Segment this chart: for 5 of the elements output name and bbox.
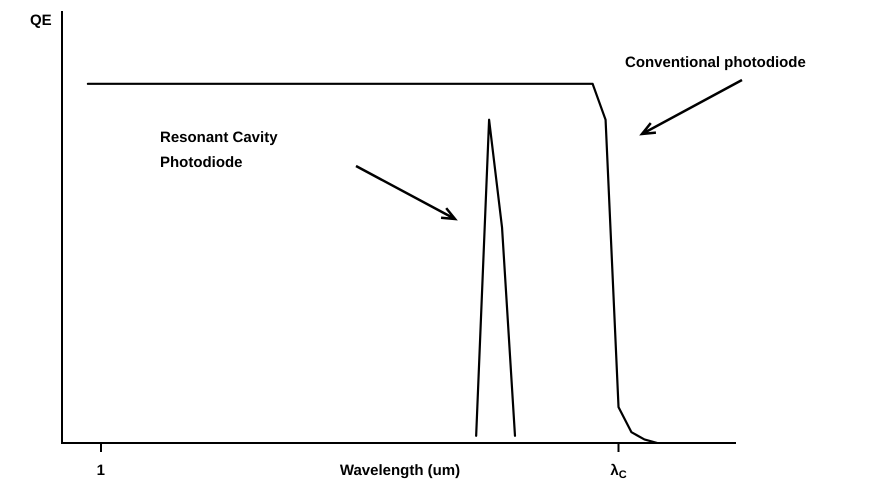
y-axis-title: QE <box>30 11 52 31</box>
text: Conventional photodiode <box>625 53 806 73</box>
x-axis-title: Wavelength (um) <box>340 461 460 481</box>
annotation: Resonant Cavity Photodiode <box>160 128 278 173</box>
x-tick-label: 1 <box>96 462 105 479</box>
